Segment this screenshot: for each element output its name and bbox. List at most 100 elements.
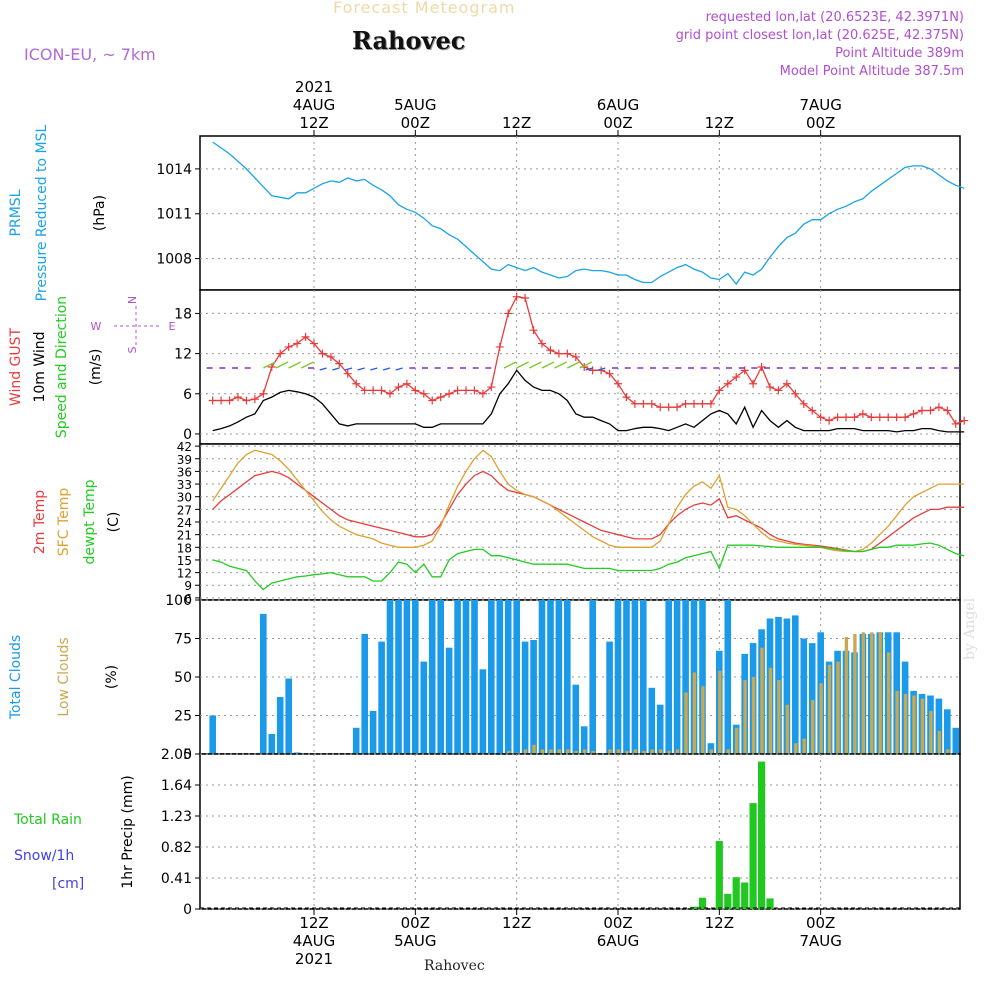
total-cloud-bar xyxy=(555,600,563,754)
wind-arrow xyxy=(554,361,567,369)
wind-arrow xyxy=(598,367,606,371)
low-cloud-bar xyxy=(811,700,815,754)
low-cloud-bar xyxy=(532,744,536,754)
bottom-time-label: 12Z xyxy=(502,914,531,932)
rain-bar xyxy=(741,882,749,909)
rain-bar xyxy=(715,841,723,909)
total-cloud-bar xyxy=(547,600,554,754)
total-cloud-bar xyxy=(538,600,546,754)
wind-arrow xyxy=(332,367,340,371)
y-tick-label: 1.64 xyxy=(161,778,192,794)
low-cloud-bar xyxy=(760,647,764,754)
gust-marker xyxy=(816,413,825,422)
gust-marker xyxy=(512,292,521,301)
gust-marker xyxy=(225,396,234,405)
wind-arrow xyxy=(541,361,555,369)
low-cloud-bar xyxy=(726,749,730,754)
bottom-time-label: 12Z xyxy=(299,914,328,932)
total-cloud-bar xyxy=(462,600,470,754)
total-cloud-bar xyxy=(640,600,647,754)
low-cloud-bar xyxy=(887,652,891,754)
total-cloud-bar xyxy=(673,600,681,754)
total-cloud-bar xyxy=(395,600,402,754)
gust-marker xyxy=(732,373,741,382)
y-tick-label: 30 xyxy=(177,491,192,505)
gust-marker xyxy=(419,389,428,398)
panel-frame-precip xyxy=(199,753,961,910)
y-tick-label: 9 xyxy=(184,579,192,593)
low-cloud-bar xyxy=(794,743,798,754)
bottom-time-label: 4AUG xyxy=(293,932,335,950)
series-line-prmsl xyxy=(212,141,965,286)
y-tick-label: 42 xyxy=(177,440,192,454)
y-axis-label: Wind GUST xyxy=(8,327,24,406)
total-cloud-bar xyxy=(935,698,943,754)
gust-marker xyxy=(842,413,850,422)
low-cloud-bar xyxy=(912,695,916,754)
low-cloud-bar xyxy=(785,704,789,754)
gust-marker xyxy=(918,406,926,415)
top-time-label: 12Z xyxy=(299,114,328,132)
total-cloud-bar xyxy=(378,641,385,754)
total-cloud-bar xyxy=(420,661,428,754)
snow-legend: Snow/1h xyxy=(14,848,74,864)
gust-marker xyxy=(825,416,834,425)
y-tick-label: 50 xyxy=(174,670,192,686)
bottom-time-label: 6AUG xyxy=(597,932,639,950)
low-cloud-bar xyxy=(802,738,806,754)
compass-w: W xyxy=(91,320,102,333)
gust-marker xyxy=(656,403,665,412)
gust-marker xyxy=(284,342,293,351)
total-cloud-bar xyxy=(656,704,664,754)
wind-arrow xyxy=(567,361,580,369)
y-tick-label: 12 xyxy=(177,567,192,581)
gust-marker xyxy=(521,294,530,303)
wind-arrow xyxy=(529,361,542,369)
gust-marker xyxy=(892,413,901,422)
low-cloud-bar xyxy=(827,664,832,754)
gust-marker xyxy=(453,386,462,395)
y-tick-label: 0 xyxy=(183,747,192,763)
gust-marker xyxy=(749,379,758,388)
total-cloud-bar xyxy=(496,600,504,754)
gust-marker xyxy=(605,369,614,378)
low-cloud-bar xyxy=(929,710,933,754)
low-cloud-bar xyxy=(591,750,595,754)
rain-bar xyxy=(724,893,732,909)
low-cloud-bar xyxy=(751,677,756,754)
gust-marker xyxy=(242,396,251,405)
y-axis-label: (hPa) xyxy=(92,195,108,231)
rain-bar xyxy=(698,897,707,909)
bottom-time-label: 7AUG xyxy=(799,932,841,950)
gust-marker xyxy=(293,339,302,348)
total-cloud-bar xyxy=(623,600,630,754)
top-time-label: 4AUG xyxy=(293,96,335,114)
gust-marker xyxy=(352,379,361,388)
total-cloud-bar xyxy=(580,726,588,754)
total-cloud-bar xyxy=(952,727,960,754)
total-cloud-bar xyxy=(454,600,461,754)
gust-marker xyxy=(833,413,842,422)
total-cloud-bar xyxy=(403,600,411,754)
compass-n: N xyxy=(126,296,139,304)
total-cloud-bar xyxy=(564,600,571,754)
low-cloud-bar xyxy=(566,749,570,754)
y-tick-label: 1011 xyxy=(156,207,192,223)
low-cloud-bar xyxy=(616,749,621,754)
gust-marker xyxy=(318,349,327,358)
total-cloud-bar xyxy=(631,600,639,754)
gust-marker xyxy=(588,366,597,375)
low-cloud-bar xyxy=(743,680,747,754)
total-cloud-bar xyxy=(783,618,791,754)
low-cloud-bar xyxy=(735,727,739,754)
gust-marker xyxy=(943,406,952,415)
requested-coordinates: requested lon,lat (20.6523E, 42.3971N) xyxy=(705,10,964,25)
gust-marker xyxy=(208,396,217,405)
rain-bar xyxy=(732,877,740,909)
gust-marker xyxy=(250,395,259,404)
total-cloud-bar xyxy=(724,600,732,754)
y-tick-label: 75 xyxy=(174,632,192,648)
gust-marker xyxy=(310,339,318,348)
wind-arrow xyxy=(370,367,378,371)
